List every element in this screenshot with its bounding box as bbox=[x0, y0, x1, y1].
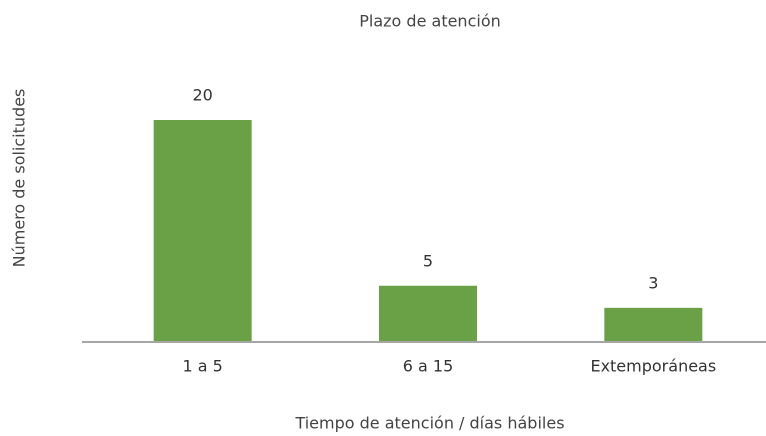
bar bbox=[379, 285, 477, 341]
data-label: 3 bbox=[648, 273, 658, 292]
chart-title: Plazo de atención bbox=[359, 12, 501, 31]
data-label: 5 bbox=[423, 251, 433, 270]
x-tick-label: Extemporáneas bbox=[590, 357, 716, 376]
y-axis-label: Número de solicitudes bbox=[10, 89, 29, 268]
x-tick-label: 1 a 5 bbox=[182, 357, 222, 376]
x-axis-label: Tiempo de atención / días hábiles bbox=[294, 414, 564, 433]
bar bbox=[153, 120, 252, 341]
bar bbox=[604, 307, 703, 341]
x-tick-label: 6 a 15 bbox=[403, 357, 454, 376]
data-label: 20 bbox=[192, 86, 212, 105]
